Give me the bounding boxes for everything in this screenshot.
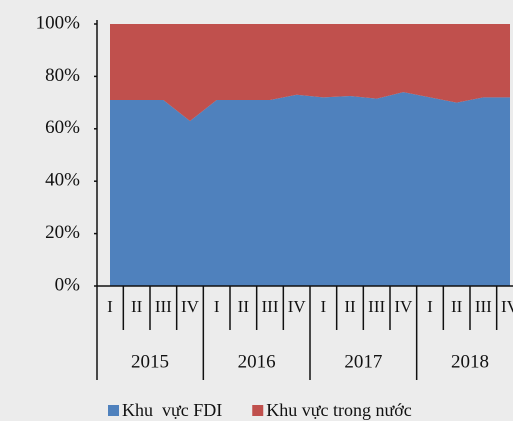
x-tick-label: IV — [501, 297, 513, 316]
x-tick-label: III — [262, 297, 279, 316]
x-tick-label: I — [320, 297, 326, 316]
legend-label: Khu vực trong nước — [266, 400, 412, 420]
legend-label: Khu vực FDI — [122, 400, 222, 420]
x-tick-label: IV — [288, 297, 307, 316]
legend-swatch — [252, 405, 264, 416]
x-tick-label: IV — [394, 297, 413, 316]
y-tick-label: 100% — [36, 12, 81, 33]
y-tick-label: 60% — [45, 117, 80, 138]
x-tick-label: II — [131, 297, 143, 316]
x-tick-label: I — [107, 297, 113, 316]
legend-swatch — [108, 405, 119, 416]
year-label: 2015 — [131, 351, 169, 372]
x-tick-label: II — [451, 297, 463, 316]
year-label: 2017 — [344, 351, 382, 372]
y-tick-label: 40% — [45, 170, 80, 191]
y-tick-label: 0% — [55, 274, 81, 295]
x-tick-label: II — [344, 297, 356, 316]
y-tick-label: 80% — [45, 65, 80, 86]
x-tick-label: III — [475, 297, 492, 316]
x-tick-label: I — [214, 297, 220, 316]
area — [110, 24, 510, 121]
x-tick-label: III — [155, 297, 172, 316]
y-tick-label: 20% — [45, 222, 80, 243]
x-tick-label: II — [238, 297, 250, 316]
x-tick-label: IV — [181, 297, 200, 316]
x-tick-label: III — [368, 297, 385, 316]
year-label: 2016 — [238, 351, 276, 372]
x-tick-label: I — [427, 297, 433, 316]
year-label: 2018 — [451, 351, 489, 372]
area — [110, 92, 510, 287]
